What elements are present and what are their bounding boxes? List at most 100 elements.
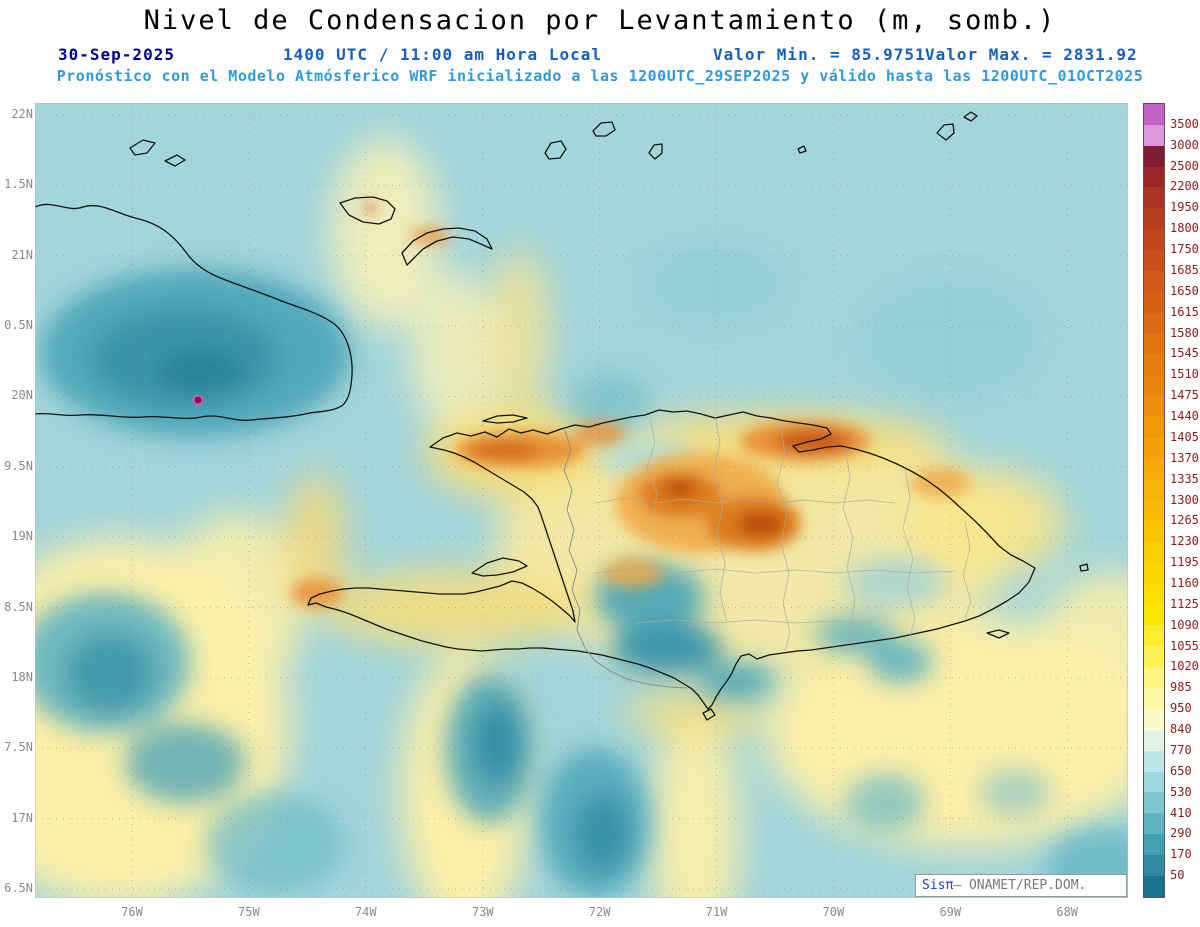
tiny-islet (797, 145, 807, 154)
colorbar-tick-label: 3000 (1170, 137, 1199, 152)
colorbar-segment (1144, 250, 1164, 271)
colorbar-tick-label: 840 (1170, 722, 1192, 737)
lat-tick-label: 9.5N (4, 458, 33, 473)
colorbar-segment (1144, 416, 1164, 438)
colorbar-tick-label: 1370 (1170, 450, 1199, 465)
colorbar-tick-label: 1335 (1170, 471, 1199, 486)
small-island-d (936, 123, 955, 141)
colorbar-segment (1144, 667, 1164, 689)
gonave-island (471, 557, 528, 577)
colorbar-tick-label: 1230 (1170, 534, 1199, 549)
colorbar-tick-label: 1800 (1170, 221, 1199, 236)
haiti-dr-border (563, 429, 688, 689)
coastlines (35, 111, 1089, 721)
colorbar-segment (1144, 625, 1164, 647)
max-value-spot (192, 394, 204, 406)
colorbar-segment (1144, 521, 1164, 543)
colorbar-tick-label: 170 (1170, 847, 1192, 862)
colorbar-segment (1144, 875, 1164, 897)
lon-tick-label: 74W (354, 905, 377, 919)
colorbar-tick-label: 1160 (1170, 575, 1199, 590)
colorbar-segment (1144, 166, 1164, 188)
colorbar-segment (1144, 291, 1164, 313)
colorbar-segment (1144, 145, 1164, 167)
colorbar-segment (1144, 354, 1164, 376)
colorbar-tick-label: 2500 (1170, 158, 1199, 173)
colorbar-tick-label: 1300 (1170, 492, 1199, 507)
colorbar-tick-label: 1750 (1170, 242, 1199, 257)
colorbar-tick-label: 1440 (1170, 409, 1199, 424)
lon-tick-label: 76W (121, 905, 143, 919)
colorbar-segment (1144, 813, 1164, 835)
attribution-brand: Sisπ (922, 878, 954, 893)
small-island-c (648, 143, 663, 160)
colorbar-tick-label: 1195 (1170, 555, 1199, 570)
acklins-islet-a (129, 139, 156, 156)
colorbar-segment (1144, 583, 1164, 605)
colorbar-segment (1144, 104, 1164, 125)
small-island-a (544, 140, 567, 160)
valid-time: 1400 UTC / 11:00 am Hora Local (283, 45, 602, 64)
colorbar-segment (1144, 500, 1164, 522)
colorbar-segment (1144, 792, 1164, 814)
colorbar-tick-label: 530 (1170, 784, 1192, 799)
colorbar-segment (1144, 729, 1164, 751)
lat-tick-label: 6.5N (4, 880, 33, 895)
beata-island (702, 708, 716, 721)
colorbar-tick-label: 410 (1170, 805, 1192, 820)
colorbar-labels: 3500 3000 2500 2200 1950 1800 1750 1685 1650 1615… (1170, 103, 1200, 898)
colorbar-tick-label: 950 (1170, 701, 1192, 716)
political-borders (563, 414, 972, 689)
colorbar-tick-label: 1580 (1170, 325, 1199, 340)
colorbar-segment (1144, 229, 1164, 251)
colorbar-tick-label: 1510 (1170, 367, 1199, 382)
lon-tick-label: 73W (471, 905, 494, 919)
lon-tick-label: 75W (238, 905, 260, 919)
lat-tick-label: 8.5N (4, 599, 33, 614)
lat-tick-label: 1.5N (4, 177, 33, 192)
colorbar-segment (1144, 771, 1164, 793)
great-inagua-island (339, 196, 396, 225)
colorbar-tick-label: 1265 (1170, 513, 1199, 528)
colorbar-segment (1144, 542, 1164, 563)
colorbar-tick-label: 770 (1170, 742, 1192, 757)
map-svg (35, 103, 1128, 898)
colorbar-segment (1144, 208, 1164, 230)
colorbar-segment (1144, 458, 1164, 480)
colorbar-tick-label: 1405 (1170, 429, 1199, 444)
lat-tick-label: 17N (11, 810, 33, 825)
colorbar-segment (1144, 270, 1164, 292)
colorbar-segment (1144, 750, 1164, 772)
colorbar-segment (1144, 688, 1164, 709)
colorbar-tick-label: 1125 (1170, 596, 1199, 611)
colorbar-tick-label: 1475 (1170, 388, 1199, 403)
lon-tick-label: 70W (822, 905, 845, 919)
lat-tick-label: 22N (11, 107, 33, 121)
colorbar-segment (1144, 646, 1164, 668)
colorbar-segment (1144, 479, 1164, 501)
colorbar-tick-label: 985 (1170, 680, 1192, 695)
colorbar-segment (1144, 854, 1164, 876)
colorbar-tick-label: 1615 (1170, 304, 1199, 319)
colorbar-segment (1144, 312, 1164, 334)
page-title: Nivel de Condensacion por Levantamiento … (143, 5, 1057, 36)
small-island-b (592, 121, 616, 137)
teal-lcl-regions (35, 243, 1128, 898)
colorbar-tick-label: 290 (1170, 826, 1192, 841)
colorbar-segment (1144, 834, 1164, 855)
colorbar-tick-label: 50 (1170, 868, 1185, 883)
colorbar-segment (1144, 437, 1164, 459)
lat-tick-label: 19N (11, 529, 33, 544)
colorbar-tick-label: 1090 (1170, 617, 1199, 632)
value-min-label: Valor Min. = 85.9751 (713, 45, 926, 64)
tortue-island (482, 414, 528, 424)
acklins-islet-b (164, 154, 186, 167)
attribution-box: Sisπ – ONAMET/REP.DOM. (915, 874, 1127, 897)
lon-tick-label: 68W (1056, 905, 1079, 919)
colorbar-tick-label: 1950 (1170, 200, 1199, 215)
model-info-line: Pronóstico con el Modelo Atmósferico WRF… (56, 67, 1144, 85)
hispaniola-coastline (307, 409, 1036, 710)
lat-tick-label: 7.5N (4, 740, 33, 755)
lon-tick-label: 71W (705, 905, 728, 919)
